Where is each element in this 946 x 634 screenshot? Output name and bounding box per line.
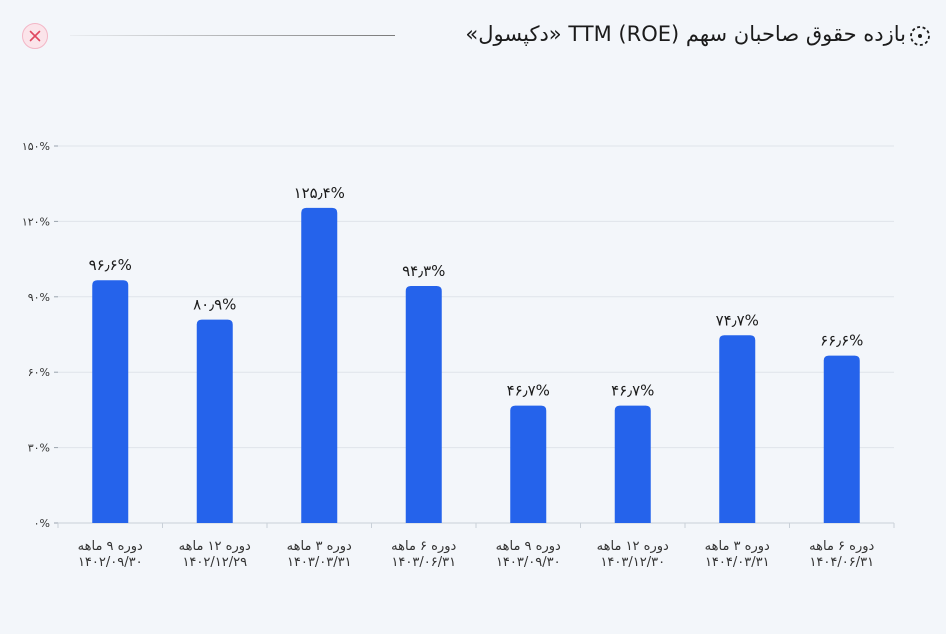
bar: [405, 285, 442, 523]
dashed-circle-icon: [910, 26, 930, 46]
bar: [823, 355, 860, 523]
data-label: ۸۰٫۹%: [193, 296, 236, 314]
x-tick-label-period: دوره ۱۲ ماهه: [597, 539, 669, 554]
bar: [614, 405, 651, 523]
x-tick-label-date: ۱۴۰۳/۱۲/۳۰: [600, 555, 665, 570]
x-tick-label-period: دوره ۱۲ ماهه: [179, 539, 251, 554]
x-tick-label-date: ۱۴۰۲/۰۹/۳۰: [78, 555, 143, 570]
y-tick-label: ۶۰%: [28, 366, 50, 379]
bar: [301, 207, 338, 523]
data-label: ۴۶٫۷%: [611, 382, 654, 400]
data-label: ۹۶٫۶%: [89, 256, 132, 274]
data-label: ۶۶٫۶%: [820, 332, 863, 350]
x-tick-label-date: ۱۴۰۳/۰۹/۳۰: [496, 555, 561, 570]
x-tick-label-period: دوره ۹ ماهه: [78, 539, 143, 554]
x-tick-label-period: دوره ۶ ماهه: [391, 539, 456, 554]
x-tick-label-period: دوره ۳ ماهه: [287, 539, 352, 554]
data-label: ۹۴٫۳%: [402, 262, 445, 280]
x-tick-label-period: دوره ۳ ماهه: [705, 539, 770, 554]
data-label: ۴۶٫۷%: [507, 382, 550, 400]
bar: [196, 319, 233, 523]
bar: [510, 405, 547, 523]
bar: [719, 335, 756, 523]
y-tick-label: ۰%: [34, 517, 50, 530]
x-tick-label-period: دوره ۶ ماهه: [809, 539, 874, 554]
x-tick-label-date: ۱۴۰۲/۱۲/۲۹: [182, 555, 247, 570]
data-label: ۷۴٫۷%: [716, 311, 759, 329]
close-button[interactable]: [22, 23, 48, 49]
x-tick-label-date: ۱۴۰۳/۰۳/۳۱: [287, 555, 352, 570]
header-divider: [70, 35, 395, 36]
x-tick-label-date: ۱۴۰۴/۰۶/۳۱: [809, 555, 874, 570]
y-tick-label: ۹۰%: [28, 291, 50, 304]
y-tick-label: ۱۵۰%: [22, 140, 50, 153]
x-tick-label-date: ۱۴۰۴/۰۳/۳۱: [705, 555, 770, 570]
data-label: ۱۲۵٫۴%: [294, 184, 345, 202]
x-tick-label-date: ۱۴۰۳/۰۶/۳۱: [391, 555, 456, 570]
y-tick-label: ۳۰%: [28, 442, 50, 455]
chart-header: بازده حقوق صاحبان سهم TTM (ROE) «دکپسول»: [0, 18, 946, 58]
y-tick-label: ۱۲۰%: [22, 215, 50, 228]
x-tick-label-period: دوره ۹ ماهه: [496, 539, 561, 554]
close-icon: [29, 30, 41, 42]
chart-title: بازده حقوق صاحبان سهم TTM (ROE) «دکپسول»: [465, 22, 906, 46]
bar: [92, 280, 129, 523]
